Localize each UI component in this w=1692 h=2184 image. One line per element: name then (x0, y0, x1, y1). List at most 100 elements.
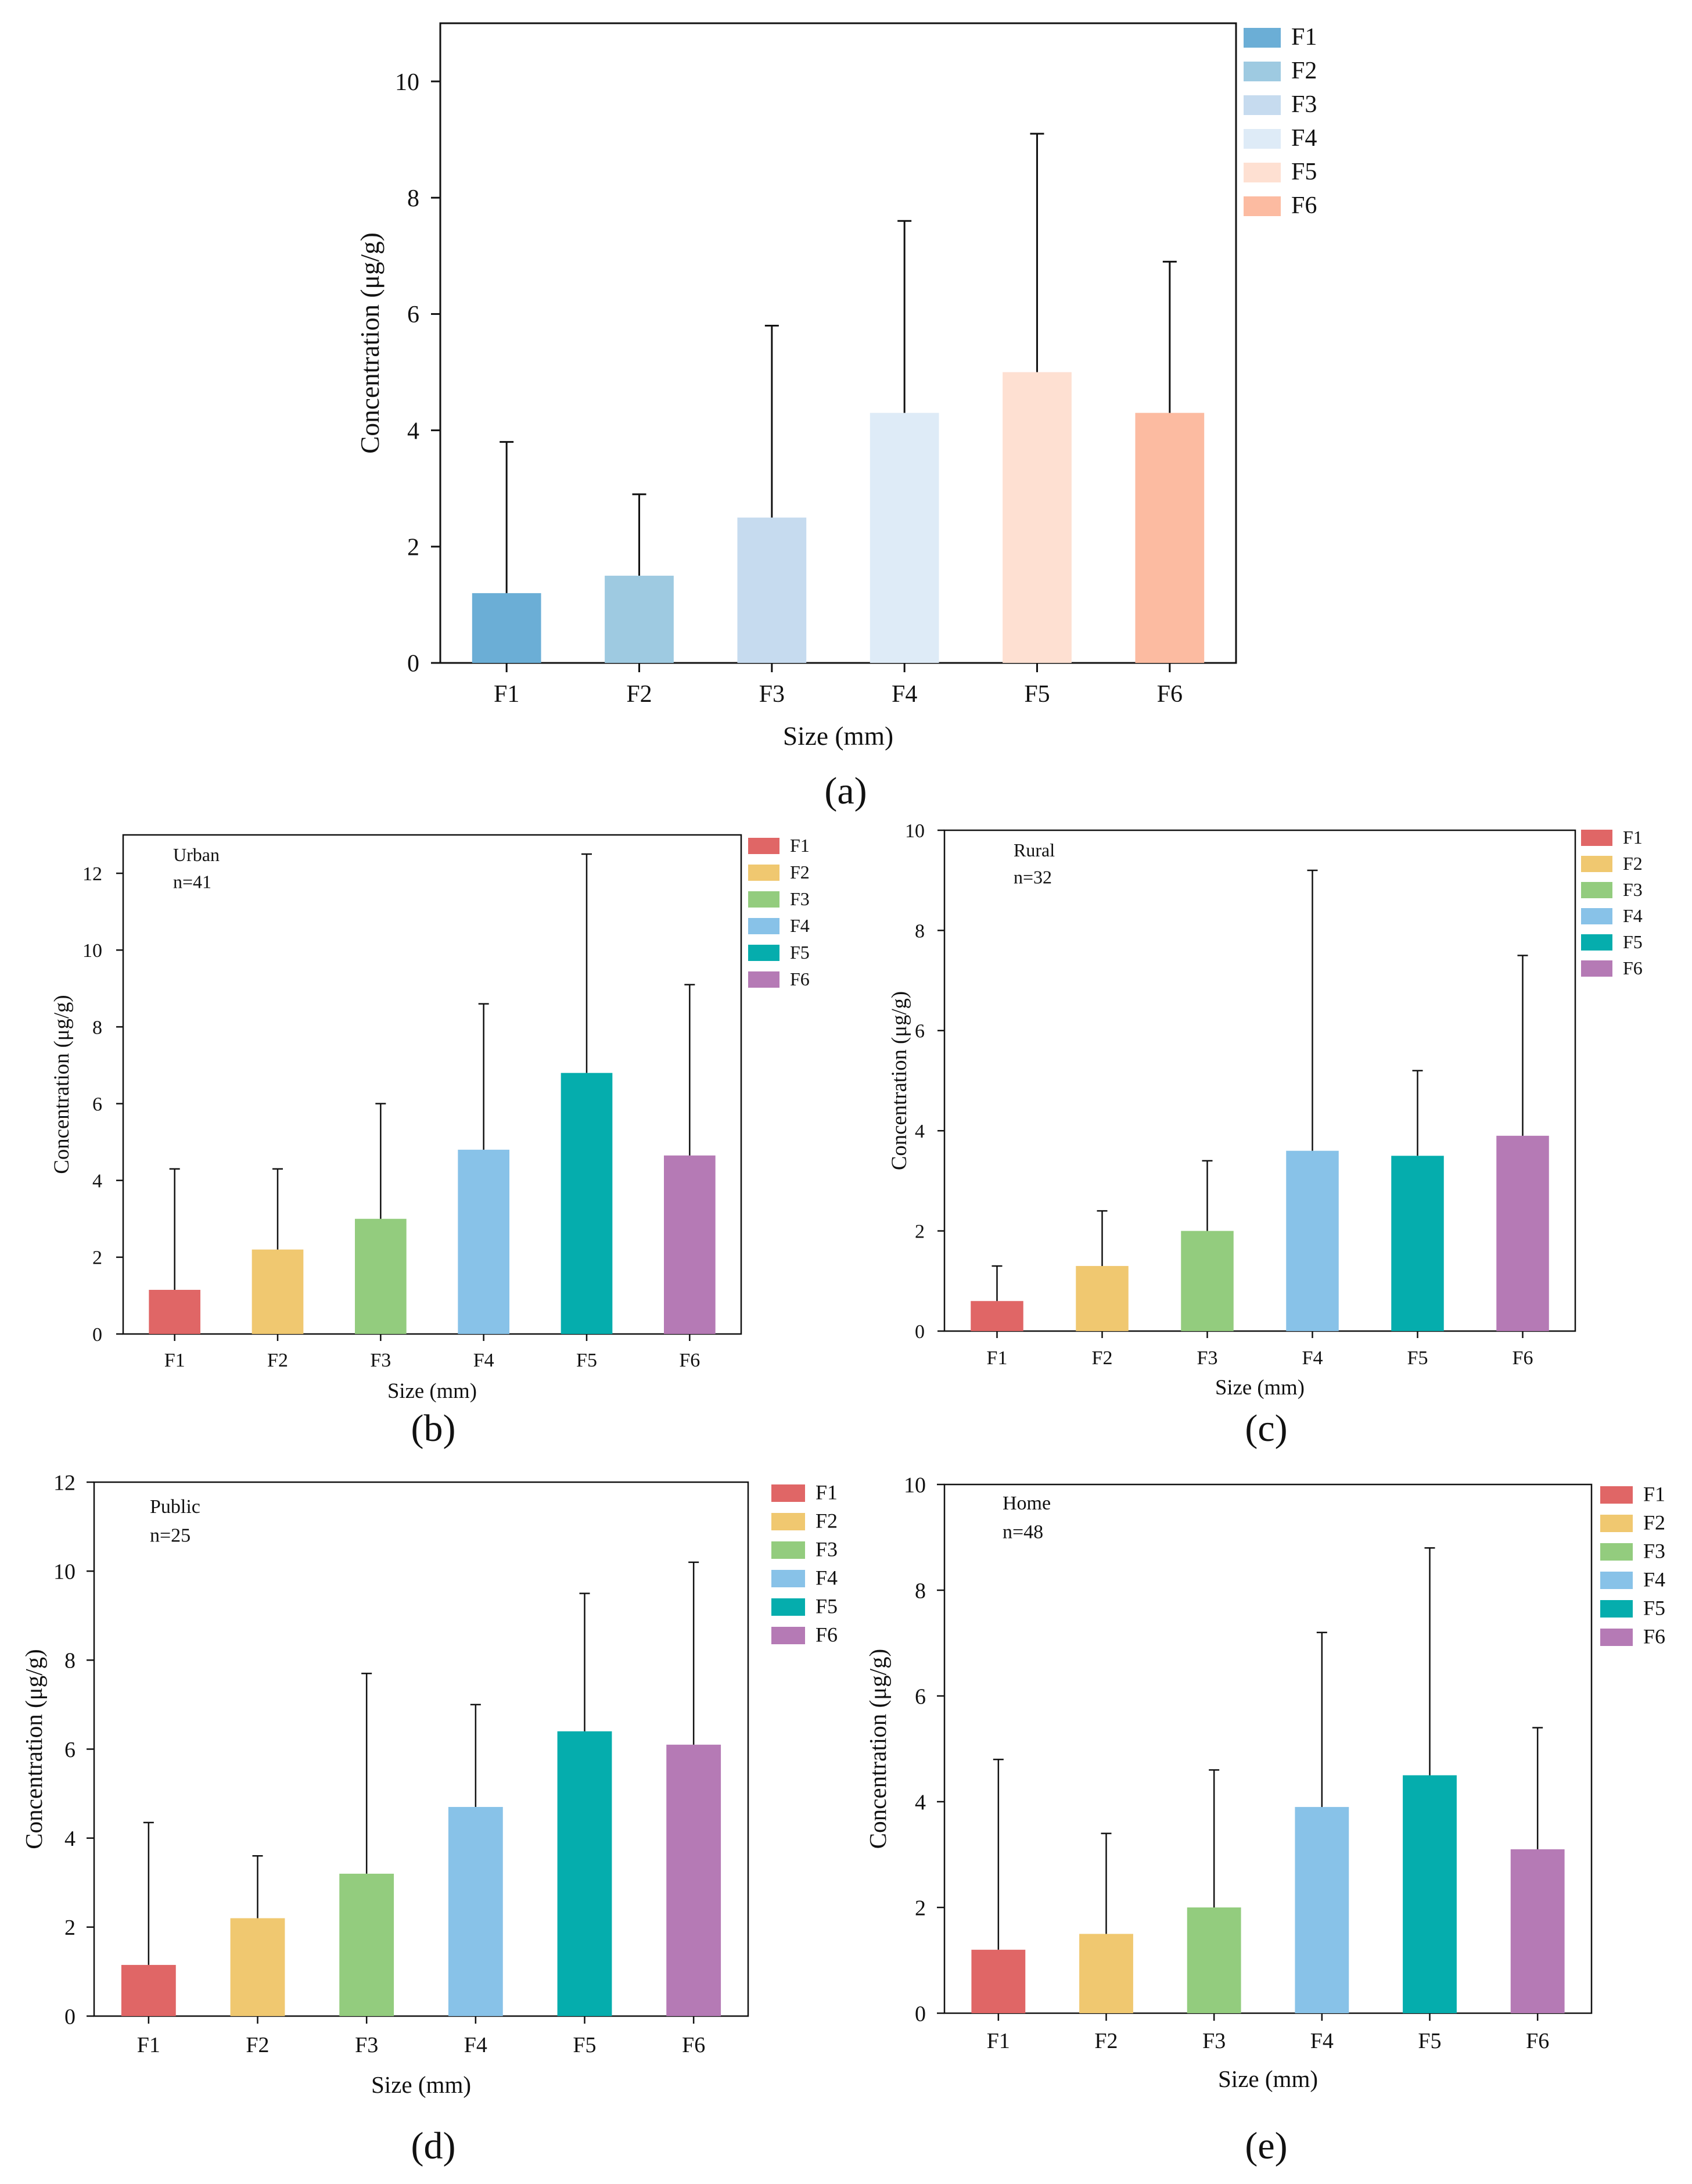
x-tick-label: F2 (1094, 2029, 1118, 2053)
bar-f6 (1496, 1135, 1549, 1331)
bar-f5 (561, 1073, 613, 1334)
legend-swatch-f5 (1581, 934, 1612, 951)
chart-c: 0 2 4 6 8 10 F1 F2 F3 F4 F5 F6 Size (mm) Concentratio… (887, 820, 1643, 1399)
bar-f4 (870, 413, 939, 663)
panel-label-c: (c) (1245, 1407, 1287, 1450)
legend-swatch-f6 (748, 971, 779, 988)
plot-frame (439, 22, 1237, 664)
legend-swatch-f3 (748, 891, 779, 908)
bar-f2 (1079, 1934, 1133, 2013)
legend-swatch-f4 (1581, 908, 1612, 924)
legend-label-f1: F1 (1623, 827, 1643, 848)
legend-swatch-f1 (1600, 1486, 1633, 1504)
x-tick-label: F3 (1197, 1347, 1218, 1369)
legend-swatch-f1 (748, 838, 779, 854)
y-axis-label: Concentration (μg/g) (887, 991, 911, 1170)
y-tick-label: 2 (915, 1896, 926, 1920)
legend-label-f6: F6 (1291, 192, 1317, 219)
bar-f6 (1135, 413, 1205, 663)
bar-f6 (1510, 1849, 1565, 2013)
x-tick-label: F5 (1407, 1347, 1428, 1369)
legend-label-f3: F3 (1643, 1540, 1665, 1563)
y-tick-label: 8 (915, 1579, 926, 1603)
plot-frame (122, 834, 742, 1335)
legend-swatch-f4 (748, 918, 779, 934)
x-tick-label: F6 (1526, 2029, 1549, 2053)
panel-label-d: (d) (411, 2125, 456, 2167)
legend-label-f4: F4 (816, 1566, 838, 1590)
sample-size-annotation: n=48 (1003, 1521, 1043, 1543)
y-tick-label: 2 (407, 535, 419, 561)
y-tick-label: 10 (905, 820, 925, 842)
x-axis-label: Size (mm) (1218, 2065, 1318, 2092)
y-tick-label: 6 (92, 1093, 102, 1115)
bar-f3 (737, 517, 807, 663)
legend-swatch-f6 (1600, 1629, 1633, 1646)
bar-f1 (149, 1290, 200, 1334)
bar-f1 (472, 593, 541, 663)
legend-swatch-f5 (1244, 163, 1281, 182)
legend-swatch-f6 (1244, 196, 1281, 216)
y-tick-label: 0 (915, 2002, 926, 2026)
legend-label-f1: F1 (816, 1481, 838, 1504)
bar-f3 (1187, 1907, 1241, 2013)
x-tick-label: F1 (494, 681, 519, 708)
legend-label-f4: F4 (1291, 125, 1317, 152)
legend-swatch-f3 (1581, 882, 1612, 898)
legend-label-f1: F1 (1291, 24, 1317, 51)
plot-frame (943, 1483, 1593, 2014)
legend-label-f2: F2 (790, 862, 810, 883)
legend-label-f4: F4 (1643, 1568, 1665, 1591)
x-tick-label: F3 (355, 2033, 378, 2057)
x-tick-label: F5 (1418, 2029, 1441, 2053)
legend-label-f6: F6 (1623, 957, 1643, 978)
y-tick-label: 2 (92, 1247, 102, 1269)
y-tick-label: 4 (407, 418, 419, 444)
x-tick-label: F3 (1202, 2029, 1226, 2053)
y-tick-label: 0 (64, 2004, 76, 2029)
x-axis-label: Size (mm) (387, 1379, 477, 1403)
legend-label-f1: F1 (790, 835, 810, 856)
legend-label-f6: F6 (816, 1623, 838, 1647)
legend-label-f5: F5 (1643, 1597, 1665, 1620)
y-tick-label: 4 (915, 1121, 925, 1142)
bar-f4 (1286, 1150, 1339, 1331)
panel-label-a: (a) (824, 770, 867, 812)
y-axis-label: Concentration (μg/g) (864, 1649, 891, 1849)
legend-swatch-f6 (1581, 960, 1612, 977)
plot-frame (93, 1481, 749, 2017)
legend-swatch-f2 (1581, 856, 1612, 872)
x-tick-label: F6 (679, 1350, 700, 1371)
x-tick-label: F2 (267, 1350, 288, 1371)
y-tick-label: 4 (92, 1171, 102, 1192)
legend-label-f6: F6 (790, 969, 810, 989)
y-tick-label: 4 (915, 1790, 926, 1814)
x-axis-label: Size (mm) (783, 722, 893, 751)
y-tick-label: 8 (64, 1649, 76, 1673)
y-tick-label: 10 (395, 69, 419, 96)
legend-label-f6: F6 (1643, 1625, 1665, 1648)
bar-f5 (1391, 1156, 1444, 1331)
legend-label-f3: F3 (816, 1538, 838, 1561)
bar-f3 (1181, 1231, 1234, 1331)
legend-swatch-f1 (771, 1484, 805, 1502)
legend-swatch-f3 (771, 1541, 805, 1559)
legend-swatch-f1 (1581, 830, 1612, 846)
group-annotation: Public (150, 1496, 200, 1518)
legend-swatch-f5 (771, 1598, 805, 1616)
y-tick-label: 0 (407, 651, 419, 677)
bar-f2 (252, 1249, 304, 1334)
sample-size-annotation: n=25 (150, 1525, 191, 1546)
x-tick-label: F4 (464, 2033, 487, 2057)
bar-f4 (458, 1149, 509, 1334)
y-tick-label: 0 (92, 1324, 102, 1346)
legend-swatch-f3 (1600, 1543, 1633, 1561)
sample-size-annotation: n=41 (173, 871, 211, 892)
y-tick-label: 2 (64, 1916, 76, 1940)
y-tick-label: 6 (915, 1684, 926, 1709)
legend-label-f5: F5 (1623, 931, 1643, 952)
legend-swatch-f2 (1600, 1515, 1633, 1532)
y-axis-label: Concentration (μg/g) (20, 1649, 47, 1849)
y-tick-label: 10 (82, 940, 102, 962)
